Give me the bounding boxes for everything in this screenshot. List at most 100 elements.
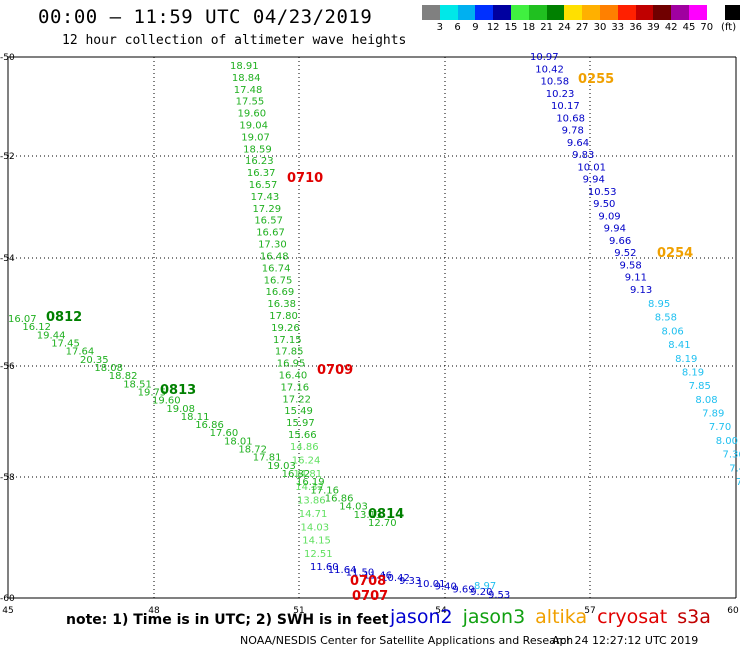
- wave-height-label: 9.11: [625, 273, 647, 284]
- wave-height-label: 10.53: [588, 187, 617, 198]
- note-text: note: 1) Time is in UTC; 2) SWH is in fe…: [66, 612, 389, 628]
- color-scale-label: 15: [504, 22, 518, 33]
- color-scale-label: 33: [611, 22, 625, 33]
- wave-height-label: 9.64: [567, 138, 589, 149]
- longitude-label: 48: [148, 606, 160, 616]
- pass-time-label: 0710: [287, 171, 323, 186]
- wave-height-label: 9.40: [435, 582, 457, 593]
- wave-height-label: 9.13: [630, 285, 652, 296]
- wave-height-label: 9.78: [562, 126, 584, 137]
- wave-height-label: 19.44: [37, 330, 66, 341]
- color-scale-label: 27: [575, 22, 589, 33]
- wave-height-label: 16.24: [292, 455, 321, 466]
- color-scale-label: 3: [436, 22, 443, 33]
- color-scale-label: 9: [472, 22, 479, 33]
- wave-height-label: 11.46: [363, 570, 392, 581]
- pass-time-label: 0254: [657, 246, 693, 261]
- wave-height-label: 20.35: [80, 355, 109, 366]
- wave-height-label: 17.16: [310, 485, 339, 496]
- longitude-label: 54: [435, 606, 447, 616]
- color-scale-label: 24: [558, 22, 571, 33]
- wave-height-label: 10.01: [417, 579, 446, 590]
- wave-height-label: 15.97: [286, 418, 315, 429]
- wave-height-label: 7.5: [736, 477, 740, 488]
- latitude-label: -58: [0, 473, 15, 483]
- latitude-label: -60: [0, 594, 15, 604]
- wave-height-label: 14.15: [302, 536, 331, 547]
- pass-time-label: 0709: [317, 363, 353, 378]
- wave-height-label: 16.23: [245, 156, 274, 167]
- wave-height-label: 17.85: [275, 347, 304, 358]
- wave-height-label: 19.07: [241, 132, 270, 143]
- color-swatch: [528, 5, 547, 20]
- color-swatch: [688, 5, 707, 20]
- wave-height-label: 14.81: [294, 469, 323, 480]
- wave-height-label: 7.36: [722, 450, 740, 461]
- wave-height-label: 17.81: [253, 453, 282, 464]
- wave-height-label: 9.52: [614, 248, 636, 259]
- wave-height-label: 17.60: [210, 428, 239, 439]
- wave-height-label: 11.50: [346, 568, 375, 579]
- latitude-label: -56: [0, 362, 15, 372]
- color-swatch: [582, 5, 600, 20]
- wave-height-label: 7.89: [702, 409, 724, 420]
- color-swatch: [653, 5, 672, 20]
- wave-height-label: 17.29: [252, 204, 281, 215]
- wave-height-label: 10.58: [541, 77, 570, 88]
- wave-height-label: 8.08: [695, 395, 717, 406]
- color-swatch: [457, 5, 476, 20]
- longitude-label: 57: [584, 606, 595, 616]
- color-scale-label: 42: [664, 22, 678, 33]
- wave-height-label: 18.91: [230, 61, 259, 72]
- wave-height-label: 9.58: [619, 260, 641, 271]
- color-swatch: [475, 5, 494, 20]
- wave-height-label: 10.42: [381, 573, 410, 584]
- wave-height-label: 14.86: [290, 442, 319, 453]
- wave-height-label: 7.85: [689, 381, 711, 392]
- wave-height-label: 17.22: [282, 394, 311, 405]
- legend-item: altika: [535, 606, 588, 628]
- color-swatch: [635, 5, 654, 20]
- latitude-label: -54: [0, 254, 15, 264]
- wave-height-label: 16.82: [282, 469, 311, 480]
- wave-height-label: 8.41: [668, 340, 690, 351]
- wave-height-label: 10.68: [556, 113, 585, 124]
- wave-height-label: 17.80: [269, 311, 298, 322]
- wave-height-label: 9.66: [609, 236, 631, 247]
- wave-height-label: 17.45: [51, 338, 80, 349]
- wave-height-label: 14.32: [295, 482, 324, 493]
- wave-height-label: 8.95: [648, 299, 670, 310]
- wave-height-label: 8.97: [474, 581, 496, 592]
- longitude-label: 51: [293, 606, 304, 616]
- color-scale-labels: 3 6 9 12 15 18 21 24 27 30 33 36 39 42 45 70 (ft): [422, 22, 740, 34]
- legend-item: jason2: [390, 606, 453, 628]
- wave-height-label: 16.07: [8, 314, 37, 325]
- pass-time-label: 0812: [46, 310, 82, 325]
- color-scale-label: 45: [682, 22, 696, 33]
- wave-height-label: 10.17: [551, 101, 580, 112]
- timestamp-text: Apr 24 12:27:12 UTC 2019: [552, 634, 699, 647]
- wave-height-label: 19.04: [239, 121, 268, 132]
- wave-height-label: 14.03: [339, 502, 368, 513]
- color-swatch: [422, 5, 440, 20]
- pass-time-label: 0255: [578, 72, 614, 87]
- wave-height-label: 19.08: [166, 404, 195, 415]
- color-scale-label: (ft): [721, 22, 737, 33]
- wave-height-label: 8.00: [716, 436, 738, 447]
- color-scale-label: 6: [454, 22, 461, 33]
- wave-height-label: 17.55: [236, 97, 265, 108]
- wave-height-label: 8.19: [682, 367, 704, 378]
- wave-height-label: 16.37: [247, 168, 276, 179]
- wave-height-label: 18.01: [224, 436, 253, 447]
- wave-height-label: 18.84: [232, 73, 261, 84]
- color-swatch: [706, 5, 725, 20]
- wave-height-label: 15.66: [288, 430, 317, 441]
- pass-time-label: 0707: [352, 589, 388, 604]
- wave-height-label: 15.49: [284, 406, 313, 417]
- color-swatch: [724, 5, 740, 20]
- color-scale-label: 12: [486, 22, 500, 33]
- wave-height-label: 16.19: [296, 477, 325, 488]
- wave-height-label: 17.30: [258, 240, 287, 251]
- legend-item: s3a: [677, 606, 711, 628]
- map-title: 00:00 – 11:59 UTC 04/23/2019: [38, 6, 373, 28]
